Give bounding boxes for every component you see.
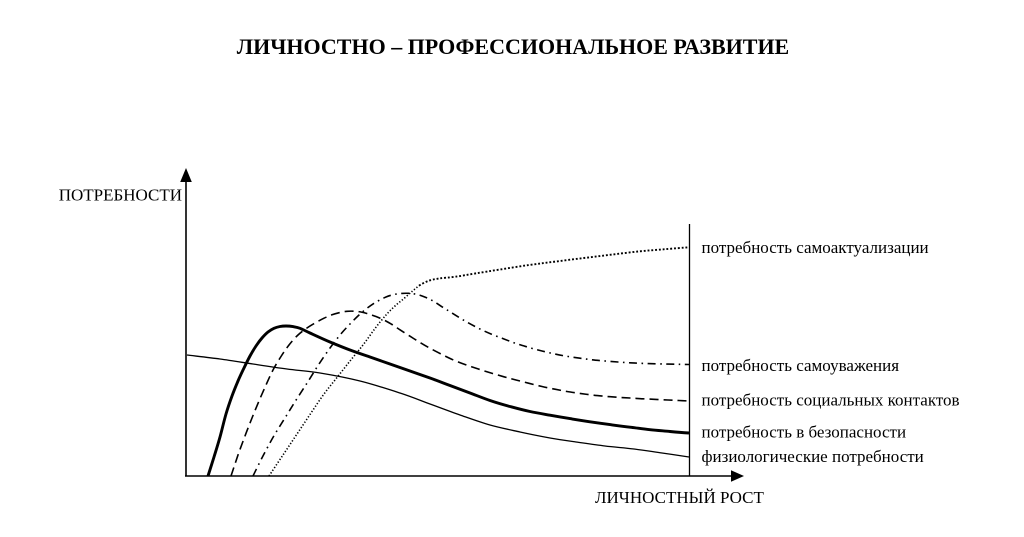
svg-text:потребность самоактуализации: потребность самоактуализации: [702, 238, 929, 257]
svg-text:ЛИЧНОСТНО – ПРОФЕССИОНАЛЬНОЕ Р: ЛИЧНОСТНО – ПРОФЕССИОНАЛЬНОЕ РАЗВИТИЕ: [237, 34, 789, 59]
svg-text:потребность социальных контакт: потребность социальных контактов: [702, 391, 960, 410]
svg-text:физиологические потребности: физиологические потребности: [702, 447, 924, 466]
svg-text:потребность в безопасности: потребность в безопасности: [702, 423, 907, 442]
svg-text:ЛИЧНОСТНЫЙ РОСТ: ЛИЧНОСТНЫЙ РОСТ: [595, 488, 764, 507]
svg-text:потребность самоуважения: потребность самоуважения: [702, 356, 900, 375]
svg-text:ПОТРЕБНОСТИ: ПОТРЕБНОСТИ: [59, 186, 182, 205]
